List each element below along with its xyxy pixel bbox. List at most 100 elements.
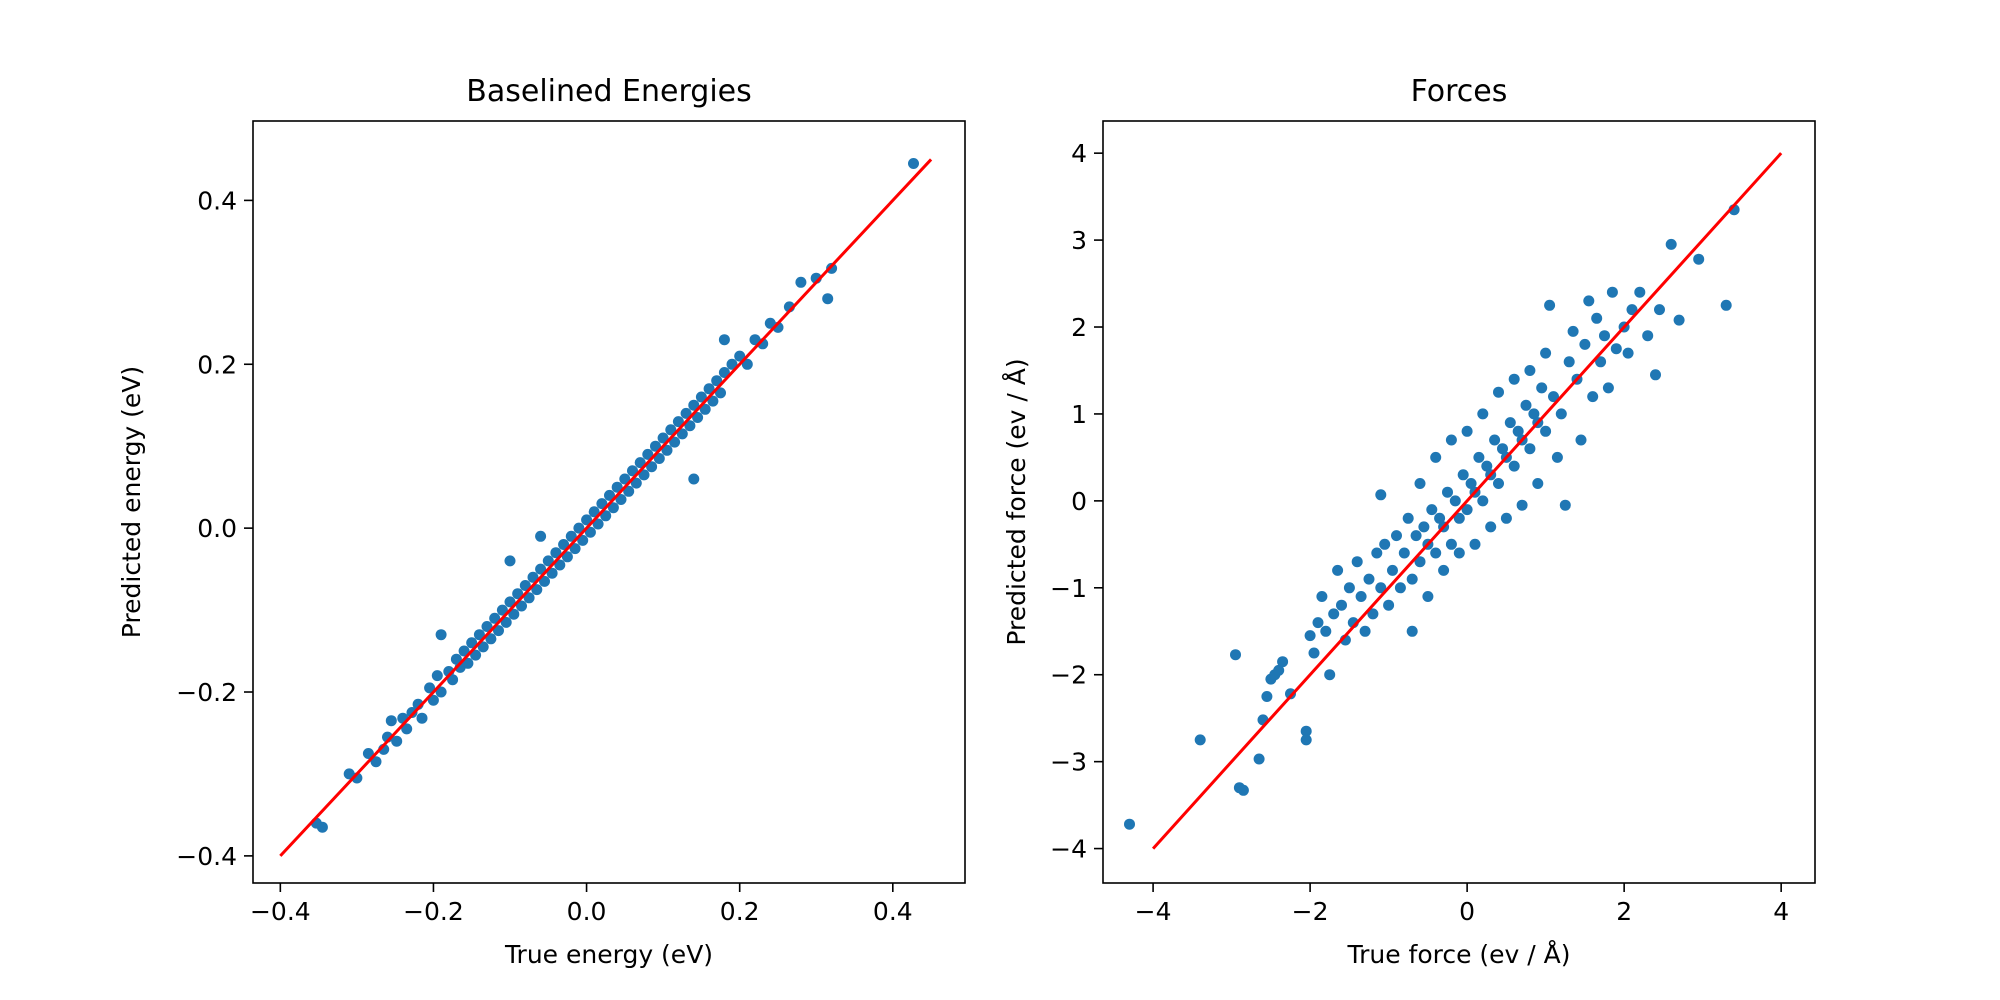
forces-data-point bbox=[1504, 417, 1516, 429]
energies-data-point bbox=[627, 465, 638, 477]
energies-x-tick-label: −0.2 bbox=[403, 897, 464, 926]
energies-data-point bbox=[516, 600, 527, 612]
energies-y-tick-label: −0.2 bbox=[176, 678, 237, 707]
energies-data-point bbox=[316, 821, 328, 833]
forces-data-point bbox=[1524, 365, 1536, 376]
forces-data-point bbox=[1634, 286, 1646, 298]
forces-data-point bbox=[1359, 625, 1371, 637]
forces-data-point bbox=[1528, 408, 1540, 420]
forces-data-point bbox=[1508, 460, 1520, 472]
energies-data-point bbox=[607, 502, 619, 514]
energies-data-point bbox=[504, 596, 516, 608]
energies-data-point bbox=[726, 358, 738, 370]
forces-data-point bbox=[1453, 547, 1465, 559]
forces-data-point bbox=[1363, 573, 1375, 585]
energies-data-point bbox=[672, 416, 684, 428]
energies-data-point bbox=[504, 555, 516, 567]
forces-data-point bbox=[1277, 656, 1289, 668]
forces-data-point bbox=[1375, 582, 1387, 594]
energies-data-point bbox=[450, 653, 462, 665]
forces-data-point bbox=[1720, 299, 1732, 311]
energies-data-point bbox=[634, 457, 646, 469]
energies-data-point bbox=[718, 367, 730, 378]
energies-data-point bbox=[565, 530, 577, 542]
forces-data-point bbox=[1497, 443, 1508, 455]
forces-data-point bbox=[1654, 304, 1665, 316]
forces-data-point bbox=[1379, 538, 1391, 550]
forces-data-point bbox=[1351, 556, 1363, 568]
forces-data-point bbox=[1320, 625, 1332, 637]
energies-data-point bbox=[615, 494, 627, 505]
forces-data-point bbox=[1332, 564, 1344, 576]
energies-data-point bbox=[661, 444, 673, 456]
energies-data-point bbox=[485, 633, 497, 645]
energies-title: Baselined Energies bbox=[466, 74, 751, 109]
forces-data-point bbox=[1579, 338, 1591, 350]
energies-x-tick-label: −0.4 bbox=[250, 897, 311, 926]
forces-data-point bbox=[1673, 314, 1685, 326]
energies-data-point bbox=[711, 375, 723, 387]
energies-data-point bbox=[489, 612, 501, 624]
energies-data-point bbox=[401, 723, 413, 735]
forces-data-point bbox=[1493, 386, 1504, 398]
energies-data-point bbox=[416, 712, 428, 724]
forces-data-point bbox=[1316, 591, 1328, 602]
energies-data-point bbox=[908, 158, 919, 169]
energies-data-point bbox=[688, 473, 700, 485]
energies-data-point bbox=[646, 461, 658, 473]
energies-data-point bbox=[795, 276, 807, 288]
energies-axes-frame bbox=[252, 120, 966, 884]
energies-data-point bbox=[600, 510, 612, 522]
forces-data-point bbox=[1461, 425, 1473, 437]
forces-data-point bbox=[1300, 725, 1312, 737]
energies-data-point bbox=[630, 477, 642, 489]
energies-data-point bbox=[554, 559, 566, 571]
energies-data-point bbox=[718, 334, 730, 346]
forces-data-point bbox=[1406, 573, 1418, 585]
forces-data-point bbox=[1414, 556, 1426, 568]
forces-data-point bbox=[1230, 649, 1241, 661]
energies-data-point bbox=[695, 391, 707, 403]
energies-y-axis-label: Predicted energy (eV) bbox=[117, 366, 146, 638]
forces-data-point bbox=[1285, 688, 1296, 700]
forces-data-point bbox=[1445, 434, 1457, 446]
forces-data-point bbox=[1438, 564, 1450, 576]
forces-y-tick-label: 3 bbox=[1071, 226, 1087, 255]
forces-x-tick-label: 0 bbox=[1459, 897, 1475, 926]
forces-data-point bbox=[1591, 312, 1603, 324]
energies-data-point bbox=[447, 674, 459, 686]
energies-data-point bbox=[619, 473, 631, 485]
energies-data-point bbox=[680, 407, 692, 419]
forces-x-tick-label: 4 bbox=[1773, 897, 1789, 926]
energies-data-point bbox=[715, 387, 726, 399]
energies-data-point bbox=[550, 547, 562, 559]
forces-data-point bbox=[1414, 478, 1426, 489]
forces-data-point bbox=[1473, 451, 1485, 463]
forces-y-tick-label: 2 bbox=[1071, 313, 1087, 342]
forces-data-point bbox=[1606, 286, 1618, 298]
forces-data-point bbox=[1367, 608, 1379, 620]
energies-data-point bbox=[427, 694, 439, 706]
energies-x-tick-label: 0.2 bbox=[720, 897, 760, 926]
forces-points bbox=[1124, 204, 1740, 830]
energies-data-point bbox=[577, 534, 589, 546]
energies-x-axis-label: True energy (eV) bbox=[504, 940, 713, 969]
energies-data-point bbox=[512, 588, 524, 600]
forces-data-point bbox=[1383, 599, 1395, 611]
energies-data-point bbox=[466, 637, 478, 649]
forces-data-point bbox=[1610, 343, 1622, 355]
forces-data-point bbox=[1520, 399, 1532, 411]
forces-data-point bbox=[1442, 486, 1453, 498]
energies-data-point bbox=[669, 436, 681, 448]
forces-y-tick-label: −3 bbox=[1050, 748, 1087, 777]
forces-reference-line bbox=[1151, 152, 1783, 850]
forces-data-point bbox=[1544, 299, 1556, 311]
energies-data-point bbox=[531, 584, 543, 596]
forces-title: Forces bbox=[1411, 74, 1508, 109]
forces-data-point bbox=[1194, 734, 1206, 746]
forces-data-point bbox=[1493, 478, 1504, 489]
forces-data-point bbox=[1402, 512, 1414, 524]
forces-y-tick-label: −2 bbox=[1050, 661, 1087, 690]
forces-data-point bbox=[1524, 443, 1536, 455]
